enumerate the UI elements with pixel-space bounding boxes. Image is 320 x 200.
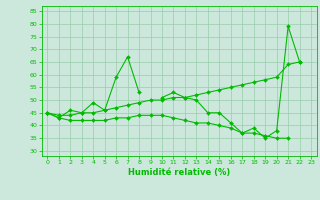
X-axis label: Humidité relative (%): Humidité relative (%): [128, 168, 230, 177]
